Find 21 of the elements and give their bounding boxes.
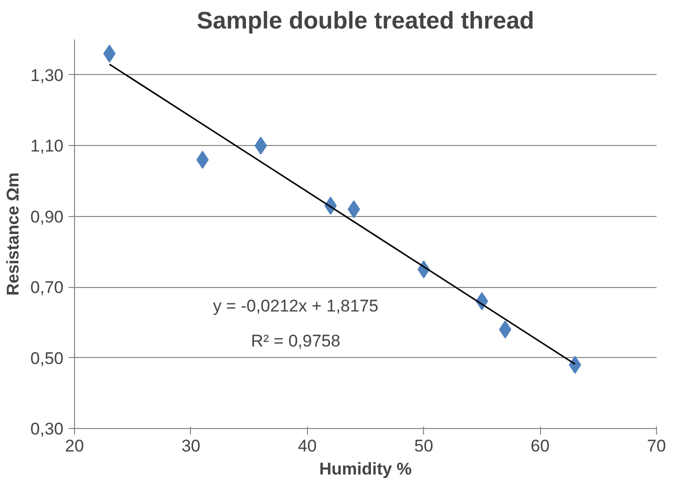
- y-tick-label: 0,50: [30, 348, 64, 368]
- chart-title: Sample double treated thread: [196, 8, 534, 34]
- x-tick-label: 40: [298, 436, 317, 456]
- annotation: y = -0,0212x + 1,8175: [212, 296, 378, 316]
- y-tick-label: 0,70: [30, 278, 64, 298]
- x-axis-title: Humidity %: [319, 460, 412, 478]
- point: [348, 200, 360, 218]
- y-axis-title: Resistance Ωm: [3, 172, 22, 296]
- x-tick-label: 60: [530, 436, 550, 456]
- x-tick-label: 70: [647, 436, 666, 456]
- x-tick-label: 30: [181, 436, 200, 456]
- x-tick-label: 20: [65, 436, 84, 456]
- y-tick-label: 0,90: [30, 207, 64, 226]
- y-tick-label: 0,30: [30, 420, 64, 438]
- point: [103, 44, 116, 63]
- annotation: R² = 0,9758: [251, 331, 340, 350]
- point: [196, 150, 209, 169]
- x-tick-label: 50: [414, 436, 434, 456]
- y-tick-label: 1,30: [30, 66, 64, 85]
- y-tick-label: 1,10: [30, 136, 64, 156]
- point: [568, 356, 582, 374]
